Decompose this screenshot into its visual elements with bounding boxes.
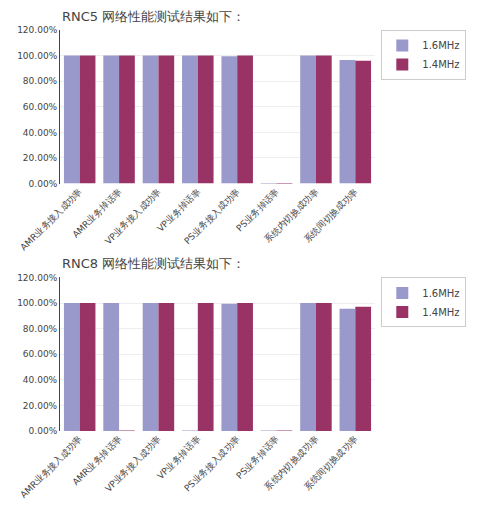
svg-text:AMR业务接入成功率: AMR业务接入成功率 <box>18 187 84 253</box>
svg-text:40.00%: 40.00% <box>23 375 58 385</box>
svg-text:PS业务接入成功率: PS业务接入成功率 <box>182 187 241 246</box>
svg-text:100.00%: 100.00% <box>17 51 57 61</box>
svg-text:系统内切换成功率: 系统内切换成功率 <box>263 187 321 245</box>
svg-text:20.00%: 20.00% <box>23 153 58 163</box>
svg-text:系统间切换成功率: 系统间切换成功率 <box>302 187 360 245</box>
svg-text:40.00%: 40.00% <box>23 128 58 138</box>
svg-text:系统间切换成功率: 系统间切换成功率 <box>302 434 360 492</box>
svg-text:1.6MHz: 1.6MHz <box>422 288 459 299</box>
svg-text:120.00%: 120.00% <box>17 25 57 35</box>
svg-text:AMR业务接入成功率: AMR业务接入成功率 <box>18 434 84 500</box>
svg-text:PS业务掉话率: PS业务掉话率 <box>234 187 281 234</box>
svg-text:20.00%: 20.00% <box>23 401 58 411</box>
svg-text:100.00%: 100.00% <box>17 298 57 308</box>
svg-text:80.00%: 80.00% <box>23 76 58 86</box>
svg-text:AMR业务掉话率: AMR业务掉话率 <box>70 434 123 487</box>
svg-text:VP业务接入成功率: VP业务接入成功率 <box>103 187 163 247</box>
svg-text:PS业务接入成功率: PS业务接入成功率 <box>182 434 241 493</box>
svg-text:RNC8 网络性能测试结果如下：: RNC8 网络性能测试结果如下： <box>62 256 245 271</box>
svg-text:120.00%: 120.00% <box>17 273 57 283</box>
svg-text:0.00%: 0.00% <box>29 179 58 189</box>
svg-text:PS业务掉话率: PS业务掉话率 <box>234 434 281 481</box>
svg-text:RNC5 网络性能测试结果如下：: RNC5 网络性能测试结果如下： <box>62 9 245 24</box>
svg-text:0.00%: 0.00% <box>29 426 58 436</box>
svg-text:1.6MHz: 1.6MHz <box>422 40 459 51</box>
svg-text:60.00%: 60.00% <box>23 102 58 112</box>
svg-text:1.4MHz: 1.4MHz <box>422 59 459 70</box>
svg-text:60.00%: 60.00% <box>23 349 58 359</box>
svg-text:系统内切换成功率: 系统内切换成功率 <box>263 434 321 492</box>
svg-text:VP业务接入成功率: VP业务接入成功率 <box>103 434 163 494</box>
svg-text:80.00%: 80.00% <box>23 324 58 334</box>
svg-text:VP业务掉话率: VP业务掉话率 <box>155 434 202 481</box>
svg-text:1.4MHz: 1.4MHz <box>422 307 459 318</box>
svg-text:VP业务掉话率: VP业务掉话率 <box>155 187 202 234</box>
svg-text:AMR业务掉话率: AMR业务掉话率 <box>70 187 123 240</box>
